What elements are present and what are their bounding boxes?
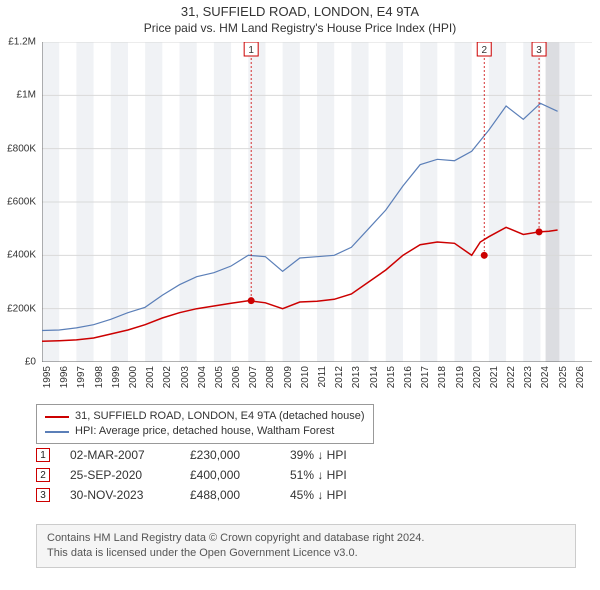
- page-subtitle: Price paid vs. HM Land Registry's House …: [0, 21, 600, 35]
- y-tick-label: £200K: [7, 303, 36, 314]
- event-date: 30-NOV-2023: [70, 488, 170, 502]
- x-tick-label: 1996: [59, 366, 70, 388]
- x-tick-label: 2008: [265, 366, 276, 388]
- x-tick-label: 2006: [231, 366, 242, 388]
- legend-label: HPI: Average price, detached house, Walt…: [75, 424, 334, 439]
- x-tick-label: 2021: [489, 366, 500, 388]
- x-tick-label: 2016: [403, 366, 414, 388]
- price-chart: 1 2 3: [42, 42, 592, 362]
- svg-text:2: 2: [481, 45, 487, 56]
- event-row: 3 30-NOV-2023 £488,000 45% ↓ HPI: [36, 488, 390, 502]
- y-tick-label: £800K: [7, 143, 36, 154]
- x-tick-label: 2019: [455, 366, 466, 388]
- event-price: £400,000: [190, 468, 270, 482]
- x-tick-label: 2012: [334, 366, 345, 388]
- x-tick-label: 2023: [523, 366, 534, 388]
- y-tick-label: £1M: [17, 90, 36, 101]
- svg-text:3: 3: [536, 45, 542, 56]
- event-date: 02-MAR-2007: [70, 448, 170, 462]
- x-tick-label: 2026: [575, 366, 586, 388]
- legend-row: HPI: Average price, detached house, Walt…: [45, 424, 365, 439]
- x-tick-label: 2017: [420, 366, 431, 388]
- x-tick-label: 2002: [162, 366, 173, 388]
- legend: 31, SUFFIELD ROAD, LONDON, E4 9TA (detac…: [36, 404, 374, 444]
- x-tick-label: 2009: [283, 366, 294, 388]
- x-tick-label: 2000: [128, 366, 139, 388]
- event-marker: 3: [36, 488, 50, 502]
- page-title: 31, SUFFIELD ROAD, LONDON, E4 9TA: [0, 4, 600, 19]
- y-tick-label: £0: [25, 357, 36, 368]
- legend-swatch: [45, 431, 69, 433]
- x-tick-label: 2015: [386, 366, 397, 388]
- svg-text:1: 1: [248, 45, 254, 56]
- event-marker: 1: [36, 448, 50, 462]
- event-price: £488,000: [190, 488, 270, 502]
- x-tick-label: 2011: [317, 366, 328, 388]
- footer-attribution: Contains HM Land Registry data © Crown c…: [36, 524, 576, 568]
- x-tick-label: 2025: [558, 366, 569, 388]
- x-tick-label: 1997: [76, 366, 87, 388]
- event-delta: 45% ↓ HPI: [290, 488, 390, 502]
- event-price: £230,000: [190, 448, 270, 462]
- event-marker: 2: [36, 468, 50, 482]
- x-tick-label: 2010: [300, 366, 311, 388]
- event-date: 25-SEP-2020: [70, 468, 170, 482]
- x-tick-label: 2001: [145, 366, 156, 388]
- event-delta: 39% ↓ HPI: [290, 448, 390, 462]
- x-tick-label: 2022: [506, 366, 517, 388]
- x-tick-label: 2004: [197, 366, 208, 388]
- event-delta: 51% ↓ HPI: [290, 468, 390, 482]
- event-row: 1 02-MAR-2007 £230,000 39% ↓ HPI: [36, 448, 390, 462]
- footer-line2: This data is licensed under the Open Gov…: [47, 546, 565, 561]
- y-axis: £0£200K£400K£600K£800K£1M£1.2M: [0, 42, 40, 362]
- x-tick-label: 1995: [42, 366, 53, 388]
- x-tick-label: 2014: [369, 366, 380, 388]
- y-tick-label: £1.2M: [8, 37, 36, 48]
- x-tick-label: 2007: [248, 366, 259, 388]
- x-tick-label: 1998: [94, 366, 105, 388]
- events-table: 1 02-MAR-2007 £230,000 39% ↓ HPI 2 25-SEP-202…: [36, 448, 390, 508]
- x-tick-label: 2024: [540, 366, 551, 388]
- x-tick-label: 2003: [180, 366, 191, 388]
- legend-swatch: [45, 416, 69, 418]
- x-tick-label: 2013: [351, 366, 362, 388]
- x-tick-label: 2005: [214, 366, 225, 388]
- x-tick-label: 2020: [472, 366, 483, 388]
- x-axis: 1995 1996 1997 1998 1999 2000 2001 2002 2003 2004…: [42, 364, 592, 404]
- footer-line1: Contains HM Land Registry data © Crown c…: [47, 531, 565, 546]
- y-tick-label: £600K: [7, 197, 36, 208]
- legend-label: 31, SUFFIELD ROAD, LONDON, E4 9TA (detac…: [75, 409, 365, 424]
- y-tick-label: £400K: [7, 250, 36, 261]
- legend-row: 31, SUFFIELD ROAD, LONDON, E4 9TA (detac…: [45, 409, 365, 424]
- x-tick-label: 1999: [111, 366, 122, 388]
- event-row: 2 25-SEP-2020 £400,000 51% ↓ HPI: [36, 468, 390, 482]
- x-tick-label: 2018: [437, 366, 448, 388]
